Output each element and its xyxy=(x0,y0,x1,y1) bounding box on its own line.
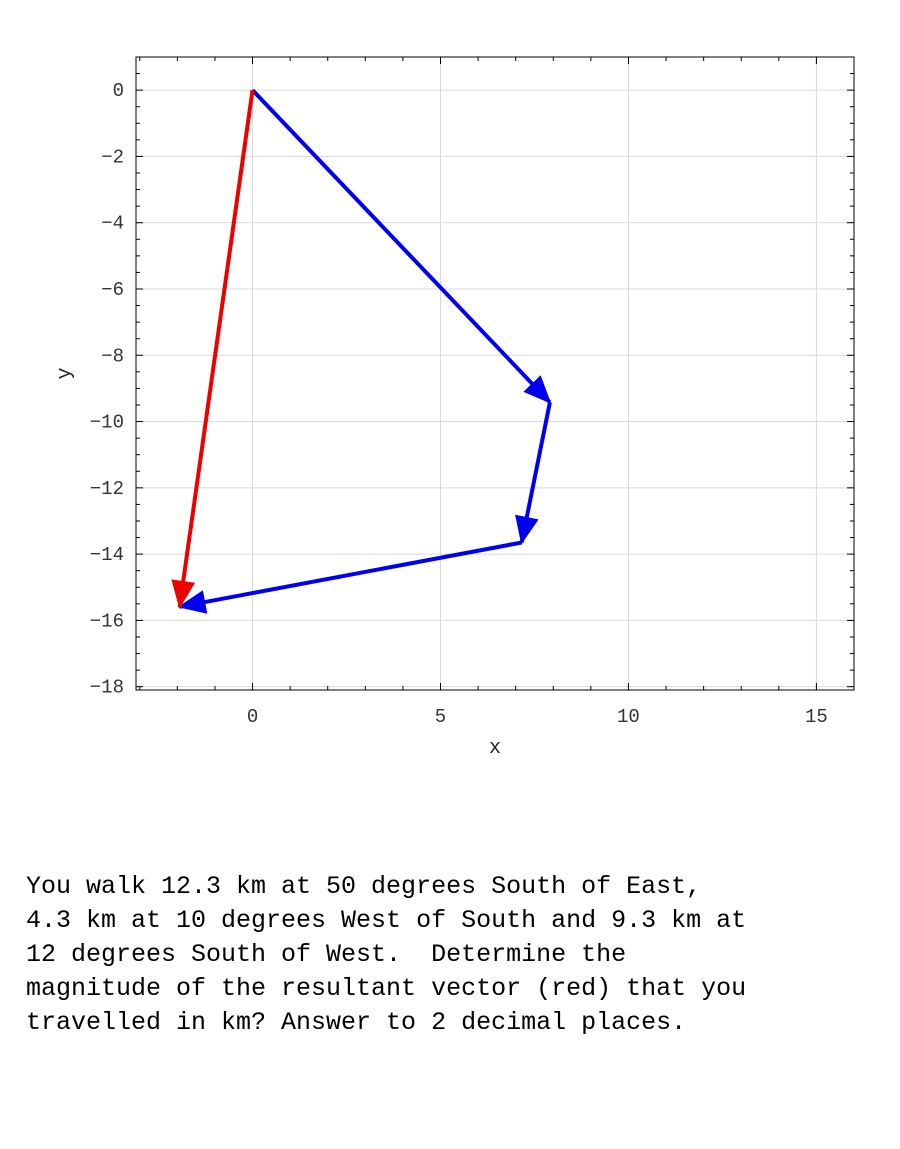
x-tick-label: 0 xyxy=(247,706,258,728)
y-tick-label: 0 xyxy=(113,80,124,102)
y-tick-label: −16 xyxy=(90,610,124,632)
y-tick-label: −4 xyxy=(101,213,124,235)
y-axis-label: y xyxy=(54,367,77,379)
x-tick-label: 5 xyxy=(435,706,446,728)
displacement-vector-arrow-2 xyxy=(515,401,552,545)
y-tick-label: −10 xyxy=(90,412,124,434)
y-tick-label: −18 xyxy=(90,677,124,699)
y-tick-label: −12 xyxy=(90,478,124,500)
y-tick-label: −8 xyxy=(101,345,124,367)
y-tick-label: −6 xyxy=(101,279,124,301)
displacement-vector-arrow-3 xyxy=(177,540,523,614)
y-tick-label: −2 xyxy=(101,146,124,168)
vector-plot: 0 5 10 15 0 −2 −4 −6 −8 −10 −12 −14 −16 −18 x y xyxy=(54,56,855,760)
tick-labels: 0 5 10 15 0 −2 −4 −6 −8 −10 −12 −14 −16 −18 xyxy=(90,80,828,728)
question-text: You walk 12.3 km at 50 degrees South of … xyxy=(26,872,747,1037)
x-tick-label: 10 xyxy=(617,706,640,728)
vector-layer xyxy=(171,88,552,614)
x-axis-label: x xyxy=(489,737,501,760)
x-tick-label: 15 xyxy=(805,706,828,728)
grid-lines xyxy=(136,57,854,690)
plot-frame xyxy=(135,56,855,691)
minor-ticks xyxy=(136,56,855,690)
resultant-vector-arrow xyxy=(171,89,255,609)
displacement-vector-arrow-1 xyxy=(251,88,552,404)
y-tick-label: −14 xyxy=(90,544,124,566)
